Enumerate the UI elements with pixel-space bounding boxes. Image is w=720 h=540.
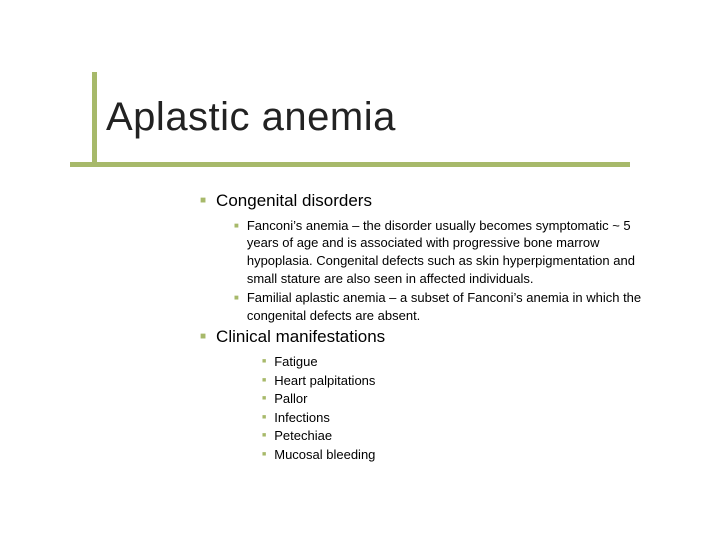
bullet-lvl2-group: ■ Fanconi’s anemia – the disorder usuall… [234,217,660,324]
slide-content: ■ Congenital disorders ■ Fanconi’s anemi… [200,190,660,464]
bullet-text: Pallor [274,390,307,408]
bullet-lvl2: ■ Familial aplastic anemia – a subset of… [234,289,660,324]
square-bullet-icon: ■ [262,357,266,371]
square-bullet-icon: ■ [234,293,239,324]
square-bullet-icon: ■ [234,221,239,287]
bullet-text: Familial aplastic anemia – a subset of F… [247,289,660,324]
accent-horizontal-bar [70,162,630,167]
bullet-lvl3: ■ Petechiae [262,427,660,445]
bullet-lvl2: ■ Fanconi’s anemia – the disorder usuall… [234,217,660,287]
square-bullet-icon: ■ [262,376,266,390]
bullet-lvl3-group: ■ Fatigue ■ Heart palpitations ■ Pallor … [262,353,660,463]
square-bullet-icon: ■ [262,431,266,445]
bullet-lvl3: ■ Heart palpitations [262,372,660,390]
bullet-text: Infections [274,409,330,427]
bullet-text: Heart palpitations [274,372,375,390]
slide-title: Aplastic anemia [106,95,396,140]
bullet-lvl3: ■ Pallor [262,390,660,408]
square-bullet-icon: ■ [200,194,206,213]
accent-vertical-bar [92,72,97,167]
bullet-text: Congenital disorders [216,190,372,213]
bullet-lvl1: ■ Clinical manifestations [200,326,660,349]
bullet-text: Fatigue [274,353,317,371]
square-bullet-icon: ■ [262,413,266,427]
bullet-text: Petechiae [274,427,332,445]
square-bullet-icon: ■ [262,450,266,464]
bullet-lvl3: ■ Infections [262,409,660,427]
bullet-text: Clinical manifestations [216,326,385,349]
square-bullet-icon: ■ [200,330,206,349]
slide: Aplastic anemia ■ Congenital disorders ■… [0,0,720,540]
square-bullet-icon: ■ [262,394,266,408]
bullet-lvl3: ■ Fatigue [262,353,660,371]
bullet-text: Mucosal bleeding [274,446,375,464]
bullet-text: Fanconi’s anemia – the disorder usually … [247,217,660,287]
bullet-lvl1: ■ Congenital disorders [200,190,660,213]
bullet-lvl3: ■ Mucosal bleeding [262,446,660,464]
